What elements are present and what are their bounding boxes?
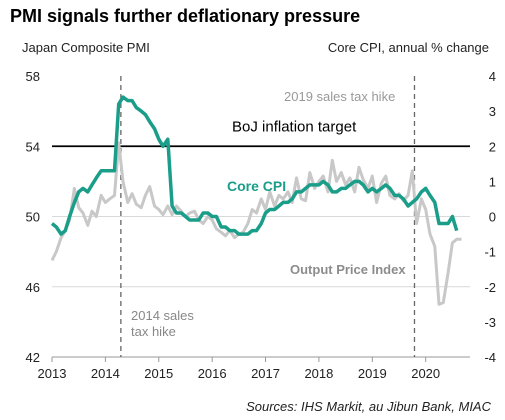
x-tick-label: 2015	[144, 366, 173, 381]
right-y-tick-label: -4	[484, 350, 496, 365]
right-y-tick-label: -3	[484, 315, 496, 330]
core-cpi-line	[50, 95, 459, 236]
left-y-tick-label: 42	[26, 350, 40, 365]
right-axis-label: Core CPI, annual % change	[327, 40, 489, 55]
chart-source: Sources: IHS Markit, au Jibun Bank, MIAC	[246, 399, 491, 414]
right-y-tick-label: 1	[489, 174, 496, 189]
right-y-tick-label: -2	[484, 280, 496, 295]
output-price-index-line	[50, 141, 462, 306]
right-y-tick-label: -1	[484, 245, 496, 260]
x-tick-label: 2013	[38, 366, 67, 381]
right-y-tick-label: 2	[489, 139, 496, 154]
boj-target-label: BoJ inflation target	[232, 118, 357, 135]
x-tick-label: 2017	[251, 366, 280, 381]
sales-tax-2019-label: 2019 sales tax hike	[284, 89, 395, 104]
x-tick-label: 2014	[91, 366, 120, 381]
sales-tax-2014-label-line1: 2014 sales	[131, 308, 194, 323]
right-y-tick-label: 4	[489, 69, 496, 84]
chart-title: PMI signals further deflationary pressur…	[10, 6, 361, 26]
x-tick-label: 2020	[411, 366, 440, 381]
left-y-tick-label: 46	[26, 280, 40, 295]
core-cpi-series-label: Core CPI	[227, 178, 286, 194]
right-y-tick-label: 3	[489, 104, 496, 119]
x-tick-label: 2019	[358, 366, 387, 381]
left-y-tick-label: 58	[26, 69, 40, 84]
left-y-tick-label: 54	[26, 139, 40, 154]
right-y-tick-label: 0	[489, 210, 496, 225]
output-price-series-label: Output Price Index	[290, 262, 406, 277]
x-tick-label: 2018	[304, 366, 333, 381]
left-y-tick-label: 50	[26, 210, 40, 225]
left-axis-label: Japan Composite PMI	[22, 40, 150, 55]
sales-tax-2014-label-line2: tax hike	[131, 324, 176, 339]
x-tick-label: 2016	[198, 366, 227, 381]
